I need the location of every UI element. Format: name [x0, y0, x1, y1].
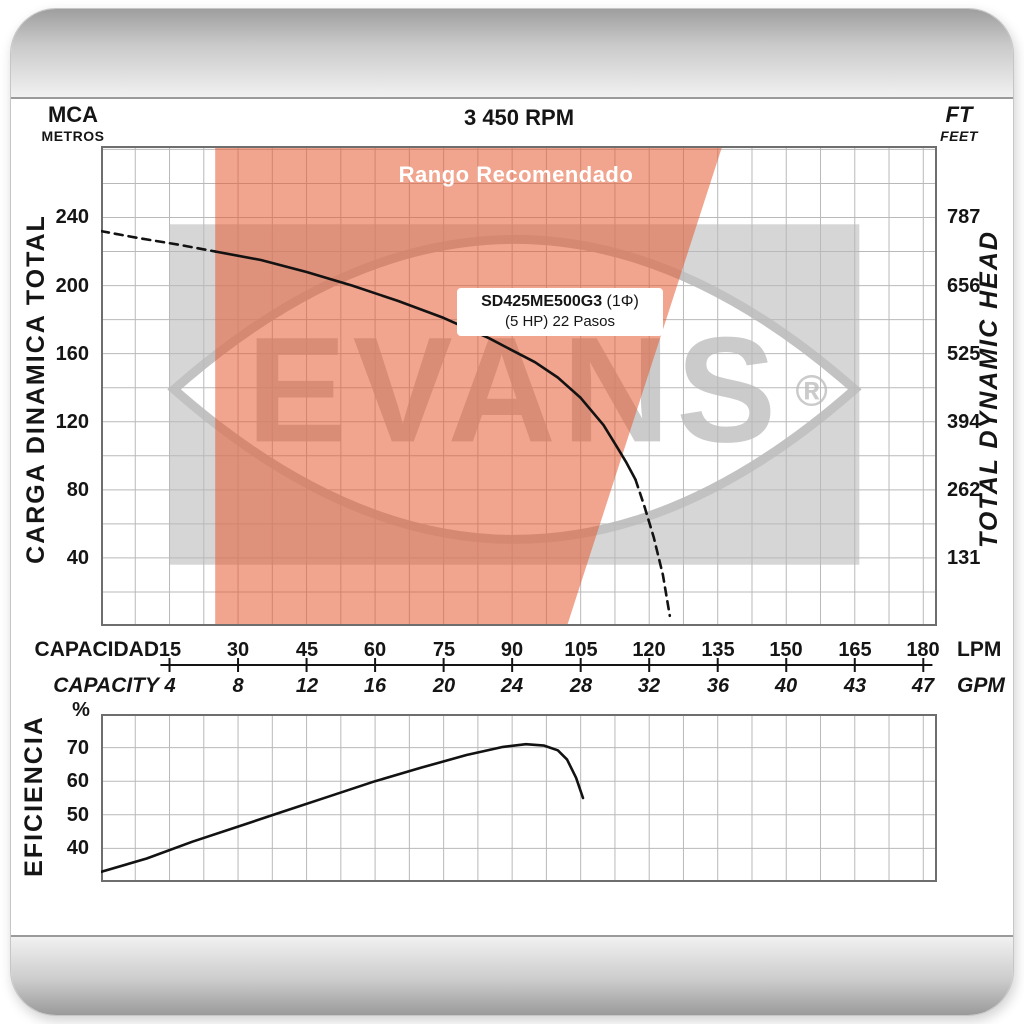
pump-model-line: SD425ME500G3 (1Φ) [459, 293, 661, 311]
capacity-tick-lpm: 45 [295, 639, 319, 661]
plot-border [101, 714, 937, 882]
capacity-tick-lpm: 60 [363, 639, 387, 661]
capacity-tick-lpm: 15 [158, 639, 182, 661]
registered-trademark-symbol: ® [795, 366, 827, 415]
recommended-range-label: Rango Recomendado [398, 162, 634, 187]
efficiency-y-tick: 40 [66, 837, 89, 860]
capacity-tick-gpm: 24 [500, 675, 524, 697]
rpm-title: 3 450 RPM [463, 105, 575, 130]
top-decorative-bar [11, 9, 1013, 99]
ft-unit-label: FT [945, 102, 973, 127]
capacity-tick-lpm: 135 [701, 639, 735, 661]
head-y-tick-feet: 787 [947, 206, 981, 229]
capacity-tick-gpm: 43 [843, 675, 867, 697]
capacity-tick-gpm: 16 [363, 675, 387, 697]
capacidad-label: CAPACIDAD [34, 638, 159, 661]
capacity-label: CAPACITY [53, 674, 159, 697]
capacity-tick-gpm: 28 [569, 675, 593, 697]
head-y-tick-meters: 200 [55, 274, 89, 297]
head-y-tick-feet: 656 [947, 274, 981, 297]
metros-unit-label: METROS [41, 128, 105, 144]
capacity-axis [160, 658, 933, 672]
head-capacity-chart: EVANS® [101, 146, 937, 626]
plot-border [101, 146, 937, 626]
capacity-tick-gpm: 47 [911, 675, 935, 697]
gpm-unit-label: GPM [957, 674, 1005, 697]
right-axis-units: FT FEET [913, 103, 1005, 145]
percent-symbol: % [72, 699, 90, 721]
head-curve-dashed-left [101, 229, 217, 253]
efficiency-y-tick: 50 [66, 803, 89, 826]
capacity-tick-gpm: 40 [774, 675, 798, 697]
pump-model-box: SD425ME500G3 (1Φ) (5 HP) 22 Pasos [457, 288, 663, 336]
head-y-tick-feet: 131 [947, 546, 981, 569]
efficiency-chart [101, 714, 937, 882]
grid-lines [101, 714, 937, 882]
left-axis-units: MCA METROS [23, 103, 123, 145]
capacity-tick-gpm: 12 [295, 675, 319, 697]
capacity-tick-lpm: 90 [500, 639, 524, 661]
capacity-tick-gpm: 8 [232, 675, 244, 697]
head-curve-dashed-right [634, 478, 672, 618]
recommended-range-region [215, 146, 723, 626]
capacity-tick-lpm: 105 [564, 639, 598, 661]
capacity-tick-lpm: 180 [906, 639, 940, 661]
head-y-tick-feet: 525 [947, 342, 981, 365]
efficiency-y-tick: 60 [66, 770, 89, 793]
left-axis-title: CARGA DINAMICA TOTAL [22, 214, 50, 564]
efficiency [101, 742, 585, 874]
efficiency-y-tick: 70 [66, 736, 89, 759]
pump-detail: (5 HP) 22 Pasos [504, 313, 616, 330]
head-y-tick-feet: 394 [947, 410, 981, 433]
head-y-tick-feet: 262 [947, 478, 981, 501]
feet-unit-label: FEET [940, 128, 978, 144]
capacity-tick-lpm: 30 [226, 639, 250, 661]
capacity-tick-lpm: 150 [769, 639, 803, 661]
capacity-tick-gpm: 4 [164, 675, 176, 697]
capacity-tick-lpm: 75 [432, 639, 456, 661]
right-axis-title: TOTAL DYNAMIC HEAD [975, 230, 1003, 548]
head-y-tick-meters: 80 [66, 478, 89, 501]
chart-card: MCA METROS 3 450 RPM FT FEET CARGA DINAM… [10, 8, 1014, 1016]
efficiency-axis-title: EFICIENCIA [20, 715, 48, 877]
pump-phase: (1Φ) [606, 293, 639, 310]
head-curve-solid [213, 250, 637, 481]
capacity-tick-gpm: 20 [432, 675, 456, 697]
lpm-unit-label: LPM [957, 638, 1002, 661]
bottom-decorative-bar [11, 935, 1013, 1015]
capacity-tick-lpm: 120 [632, 639, 666, 661]
head-y-tick-meters: 160 [55, 342, 89, 365]
head-y-tick-meters: 40 [66, 546, 89, 569]
head-y-tick-meters: 240 [55, 206, 89, 229]
capacity-tick-gpm: 36 [706, 675, 730, 697]
mca-unit-label: MCA [47, 102, 99, 127]
pump-model-code: SD425ME500G3 [481, 293, 603, 310]
head-y-tick-meters: 120 [55, 410, 89, 433]
capacity-tick-lpm: 165 [838, 639, 872, 661]
capacity-tick-gpm: 32 [637, 675, 661, 697]
